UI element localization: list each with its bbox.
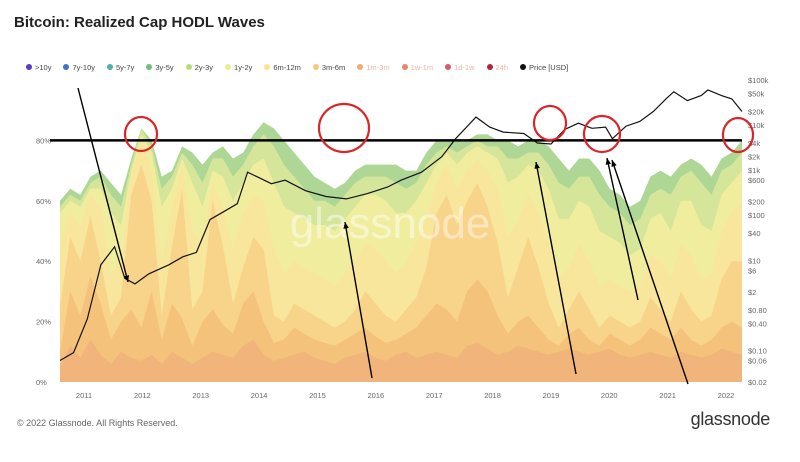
legend-label: 7y-10y <box>72 62 95 72</box>
legend-item[interactable]: 1d-1w <box>445 62 475 72</box>
annotation-arrow <box>535 161 577 375</box>
legend-item[interactable]: >10y <box>26 63 51 72</box>
x-tick-label: 2021 <box>659 391 676 400</box>
legend-label: 6m-12m <box>273 62 301 72</box>
y-right-tick-label: $0.10 <box>748 346 767 355</box>
y-right-tick-label: $4k <box>748 139 760 148</box>
annotation-arrow <box>606 157 639 301</box>
annotation-arrowhead <box>611 160 617 167</box>
y-right-tick-label: $6 <box>748 266 756 275</box>
legend-item[interactable]: 7y-10y <box>63 63 95 72</box>
legend-item[interactable]: 1m-3m <box>357 62 390 72</box>
x-tick-label: 2020 <box>601 391 618 400</box>
legend-item[interactable]: 3m-6m <box>312 62 346 72</box>
legend-swatch <box>107 64 113 70</box>
copyright-text: © 2022 Glassnode. All Rights Reserved. <box>17 418 178 428</box>
legend-swatch <box>312 64 319 70</box>
x-tick-label: 2013 <box>192 391 209 400</box>
annotation-arrowhead <box>123 275 130 282</box>
y-left-tick-label: 0% <box>36 378 47 387</box>
y-right-tick-label: $0.80 <box>748 306 767 315</box>
y-right-tick-label: $1k <box>748 166 760 175</box>
y-left-tick-label: 40% <box>36 257 51 266</box>
legend-item[interactable]: 3y-5y <box>146 62 174 72</box>
annotation-arrowhead <box>605 158 612 165</box>
y-right-tick-label: $10k <box>748 121 765 130</box>
y-left-tick-label: 60% <box>36 197 51 206</box>
y-right-tick-label: $40 <box>748 229 761 238</box>
legend-swatch <box>225 64 232 70</box>
y-right-tick-label: $20k <box>748 108 765 117</box>
legend-swatch <box>185 64 192 70</box>
y-left-tick-label: 20% <box>36 318 51 327</box>
chart-title: Bitcoin: Realized Cap HODL Waves <box>14 14 265 31</box>
glassnode-logo: glassnode <box>690 409 771 429</box>
annotation-arrowhead <box>343 222 349 229</box>
annotation-arrow <box>77 87 129 283</box>
annotation-circle <box>582 114 622 154</box>
y-right-tick-label: $100k <box>748 76 769 85</box>
legend-item[interactable]: 6m-12m <box>264 63 301 72</box>
legend-swatch <box>520 64 527 70</box>
x-tick-label: 2018 <box>484 391 501 400</box>
legend-swatch <box>63 64 70 70</box>
legend-label: 3m-6m <box>321 62 346 72</box>
y-right-tick-label: $2 <box>748 288 756 297</box>
legend-label: >10y <box>35 62 52 72</box>
x-tick-label: 2017 <box>426 391 443 400</box>
legend-label: 3y-5y <box>155 62 174 72</box>
y-right-tick-label: $0.40 <box>748 319 767 328</box>
x-tick-label: 2022 <box>718 391 735 400</box>
watermark: glassnode <box>290 199 491 248</box>
y-right-tick-label: $100 <box>748 211 765 220</box>
legend-label: 2y-3y <box>194 62 214 72</box>
legend-label: 1d-1w <box>454 62 475 72</box>
x-tick-label: 2019 <box>543 391 560 400</box>
x-tick-label: 2014 <box>251 391 268 400</box>
legend-swatch <box>264 64 271 70</box>
legend-item[interactable]: 5y-7y <box>107 63 134 72</box>
y-right-tick-label: $0.06 <box>748 356 767 365</box>
band-3m-6m <box>60 164 742 382</box>
y-right-tick-label: $2k <box>748 153 760 162</box>
price-line <box>59 89 743 362</box>
legend-label: 24h <box>495 62 509 72</box>
legend-label: 1y-2y <box>234 62 253 72</box>
chart-legend: >10y 7y-10y 5y-7y 3y-5y 2y-3y 1y-2y 6m-12m 3m-6… <box>26 60 580 74</box>
annotation-arrow <box>611 159 689 385</box>
legend-swatch <box>445 64 452 70</box>
legend-item[interactable]: 1y-2y <box>225 63 252 72</box>
y-right-tick-label: $10 <box>748 256 761 265</box>
legend-swatch <box>401 64 408 70</box>
legend-item[interactable]: 2y-3y <box>185 62 214 72</box>
y-right-tick-label: $0.02 <box>748 378 767 387</box>
annotation-arrowhead <box>534 162 540 169</box>
annotation-circle <box>123 115 159 153</box>
x-tick-label: 2012 <box>134 391 151 400</box>
legend-label: 5y-7y <box>116 62 135 72</box>
annotation-arrow <box>344 221 373 379</box>
legend-item[interactable]: 24h <box>486 62 509 72</box>
legend-item[interactable]: 1w-1m <box>401 62 434 72</box>
x-tick-label: 2015 <box>309 391 326 400</box>
legend-item[interactable]: Price [USD] <box>520 63 568 72</box>
y-left-tick-label: 80% <box>36 136 51 145</box>
x-tick-label: 2016 <box>367 391 384 400</box>
legend-label: Price [USD] <box>529 62 569 72</box>
legend-swatch <box>26 64 32 70</box>
legend-label: 1m-3m <box>366 62 390 72</box>
legend-swatch <box>486 64 493 70</box>
annotation-circle <box>721 116 755 154</box>
x-tick-label: 2011 <box>76 391 92 400</box>
legend-swatch <box>146 64 153 70</box>
annotation-circle <box>317 102 371 154</box>
legend-swatch <box>357 64 364 70</box>
y-right-tick-label: $200 <box>748 198 765 207</box>
annotation-circle <box>532 104 568 142</box>
y-right-tick-label: $600 <box>748 176 765 185</box>
y-right-tick-label: $50k <box>748 90 765 99</box>
legend-label: 1w-1m <box>410 62 434 72</box>
